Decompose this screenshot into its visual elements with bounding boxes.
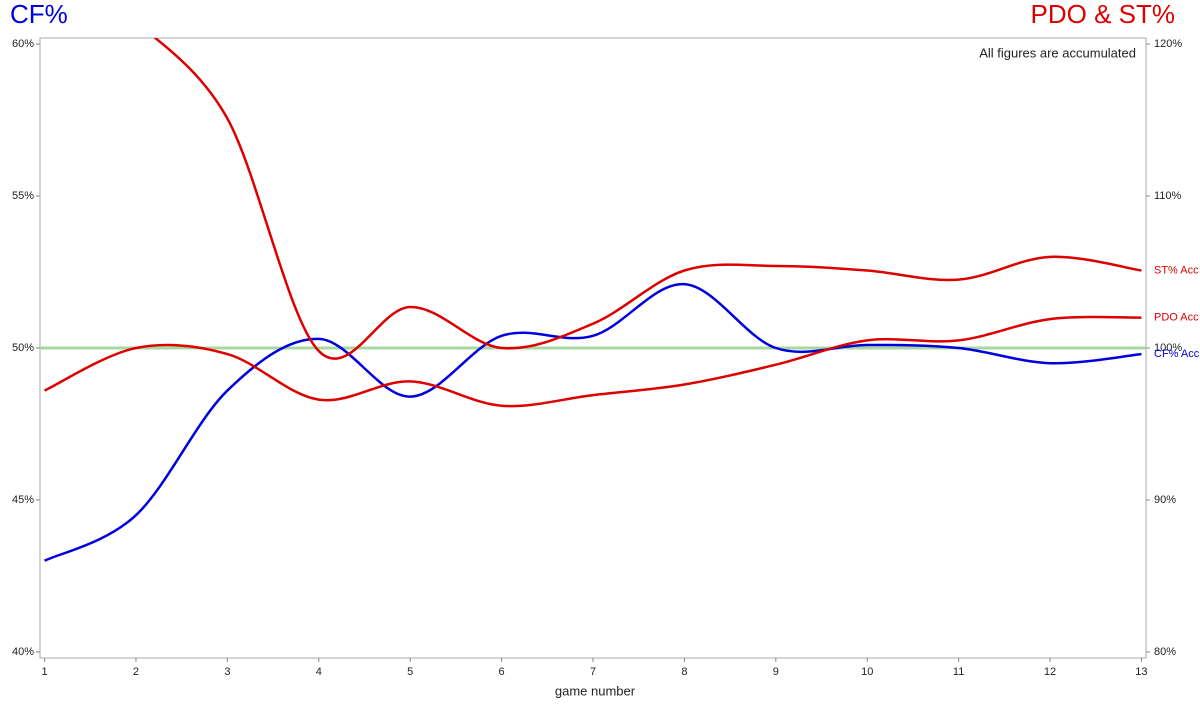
x-tick-label: 11 xyxy=(953,666,964,678)
x-tick-label: 5 xyxy=(407,666,413,678)
series-end-label: CF% Acc xyxy=(1154,348,1200,360)
y-tick-label: 45% xyxy=(12,494,34,506)
right-title: PDO & ST% xyxy=(1031,0,1175,29)
series-line xyxy=(153,38,1142,360)
x-tick-label: 10 xyxy=(861,666,873,678)
x-tick-label: 9 xyxy=(773,666,779,678)
y2-tick-label: 110% xyxy=(1154,190,1182,202)
y-tick-label: 50% xyxy=(12,342,34,354)
y-tick-label: 40% xyxy=(12,646,34,658)
series-end-label: ST% Acc xyxy=(1154,264,1199,276)
x-tick-label: 1 xyxy=(42,666,48,678)
x-tick-label: 12 xyxy=(1044,666,1056,678)
x-tick-label: 2 xyxy=(133,666,139,678)
x-tick-label: 7 xyxy=(590,666,596,678)
y-tick-label: 60% xyxy=(12,38,34,50)
x-tick-label: 13 xyxy=(1135,666,1147,678)
x-tick-label: 3 xyxy=(224,666,230,678)
left-title: CF% xyxy=(10,0,68,29)
series-line xyxy=(44,315,1142,408)
x-axis-label: game number xyxy=(555,683,636,698)
series-end-label: PDO Acc xyxy=(1154,312,1199,324)
x-tick-label: 6 xyxy=(499,666,505,678)
x-tick-label: 8 xyxy=(681,666,687,678)
y-tick-label: 55% xyxy=(12,190,34,202)
y2-tick-label: 90% xyxy=(1154,494,1176,506)
x-tick-label: 4 xyxy=(316,666,322,678)
y2-tick-label: 100% xyxy=(1154,342,1182,354)
y2-tick-label: 80% xyxy=(1154,646,1176,658)
series-line xyxy=(44,282,1142,562)
plot-area xyxy=(40,38,1146,562)
annotation: All figures are accumulated xyxy=(979,45,1136,60)
y2-tick-label: 120% xyxy=(1154,38,1182,50)
